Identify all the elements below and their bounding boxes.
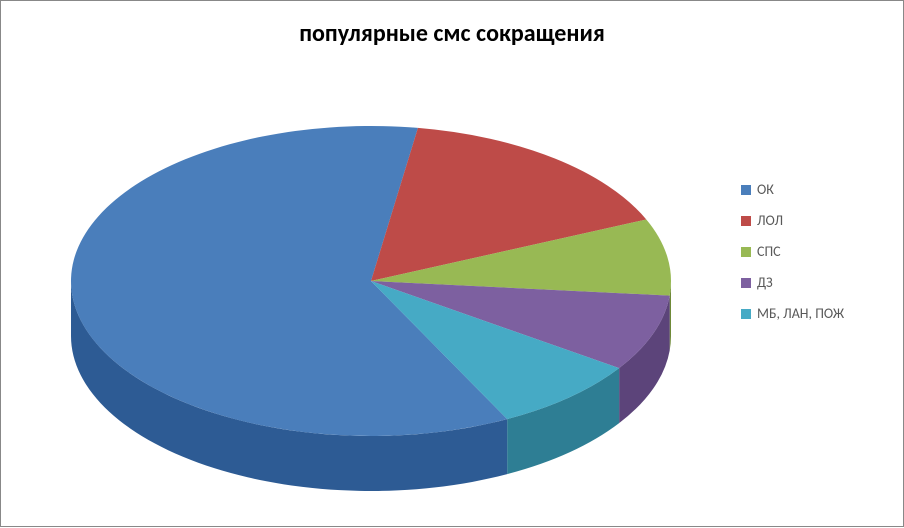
legend-item: ОК [741, 181, 844, 198]
legend: ОК ЛОЛ СПС ДЗ МБ, ЛАН, ПОЖ [741, 181, 844, 322]
legend-swatch [741, 216, 751, 226]
legend-label: ЛОЛ [757, 212, 783, 229]
legend-swatch [741, 278, 751, 288]
legend-label: МБ, ЛАН, ПОЖ [757, 305, 844, 322]
legend-item: МБ, ЛАН, ПОЖ [741, 305, 844, 322]
legend-label: ДЗ [757, 274, 773, 291]
legend-label: СПС [757, 243, 781, 260]
legend-item: ЛОЛ [741, 212, 844, 229]
legend-item: СПС [741, 243, 844, 260]
legend-swatch [741, 309, 751, 319]
legend-item: ДЗ [741, 274, 844, 291]
chart-frame: популярные смс сокращения ОКЛОЛСПСДЗМБ, … [0, 0, 904, 527]
legend-swatch [741, 185, 751, 195]
legend-swatch [741, 247, 751, 257]
legend-label: ОК [757, 181, 774, 198]
